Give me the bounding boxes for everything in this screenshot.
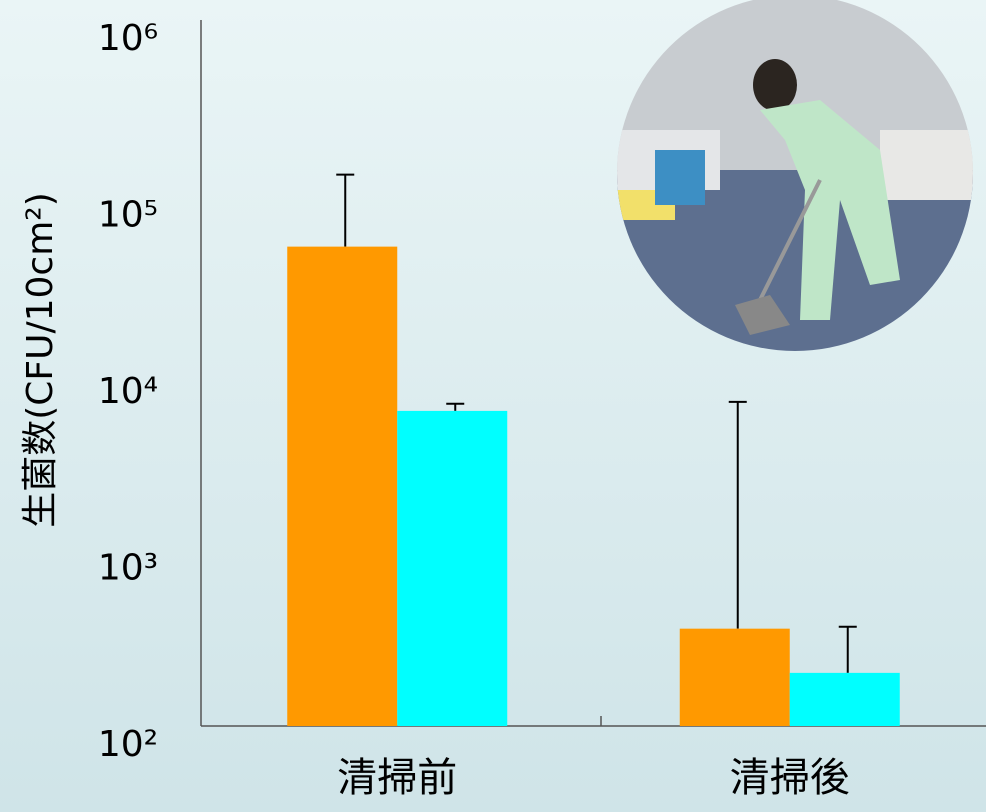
error-bar bbox=[446, 402, 465, 411]
y-tick-label: 10⁴ bbox=[98, 371, 158, 412]
x-tick-label: 清掃前 bbox=[337, 755, 457, 801]
y-tick-label: 10⁶ bbox=[98, 18, 158, 59]
y-tick-label: 10⁵ bbox=[98, 195, 158, 236]
bar bbox=[679, 628, 790, 726]
x-tick-label: 清掃後 bbox=[730, 755, 850, 801]
error-bar bbox=[336, 173, 355, 247]
bar bbox=[287, 246, 398, 726]
error-bar bbox=[838, 625, 857, 673]
y-tick-label: 10³ bbox=[98, 548, 158, 589]
bar bbox=[397, 410, 508, 726]
bar bbox=[789, 672, 900, 726]
y-tick-label: 10² bbox=[98, 724, 158, 765]
y-axis-title: 生菌数(CFU/10cm²) bbox=[20, 192, 61, 528]
error-bar bbox=[728, 400, 747, 629]
